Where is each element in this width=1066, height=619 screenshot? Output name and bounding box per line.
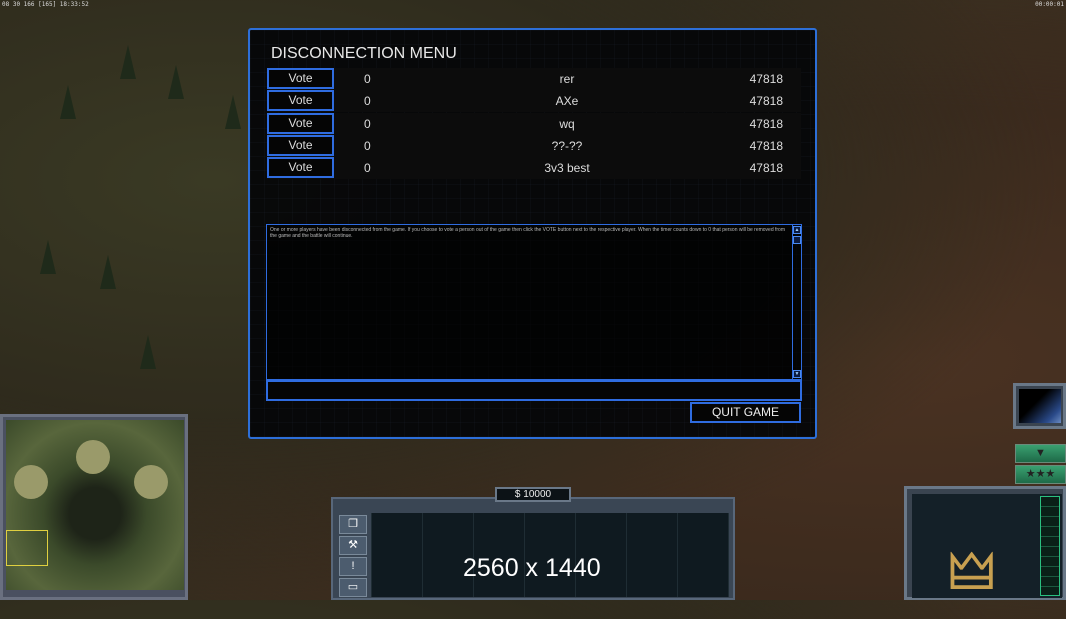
chat-input[interactable] [266,380,802,401]
quit-game-button[interactable]: QUIT GAME [690,402,801,423]
player-timeout: 47818 [749,138,783,153]
player-timeout: 47818 [749,116,783,131]
tree [120,45,136,79]
vote-count: 0 [364,72,371,86]
alert-icon[interactable]: ! [339,557,367,576]
windows-icon[interactable]: ❐ [339,515,367,534]
vote-button[interactable]: Vote [267,157,334,179]
disconnection-dialog: DISCONNECTION MENU Vote 0 rer 47818 Vote … [248,28,817,439]
tree [140,335,156,369]
vote-count: 0 [364,116,371,131]
minimap-viewport [6,530,48,566]
vote-count: 0 [364,94,371,109]
superweapon-portrait[interactable] [1013,383,1066,429]
scroll-thumb[interactable] [793,236,801,244]
vote-count: 0 [364,161,371,176]
general-emblem-area: 🜲 [912,494,1062,601]
vote-button[interactable]: Vote [267,134,334,156]
minimap-base [76,440,110,474]
resolution-overlay: 2560 x 1440 [463,554,601,582]
vote-count: 0 [364,138,371,153]
player-row: Vote 0 AXe 47818 [267,90,801,113]
player-row: Vote 0 wq 47818 [267,112,801,135]
player-name: ??-?? [551,138,583,153]
wrench-icon[interactable]: ⚒ [339,536,367,555]
dialog-title: DISCONNECTION MENU [271,45,457,62]
tree [60,85,76,119]
player-row: Vote 0 rer 47818 [267,68,801,90]
vote-button[interactable]: Vote [267,90,334,112]
tree [225,95,241,129]
scroll-up-button[interactable]: ▲ [793,226,801,234]
minimap-base [134,465,168,499]
player-name: wq [559,116,575,131]
scrollbar[interactable]: ▲ ▼ [792,225,801,379]
player-name: AXe [555,94,579,109]
scroll-down-button[interactable]: ▼ [793,370,801,378]
player-timeout: 47818 [749,161,783,176]
tree [40,240,56,274]
satellite-icon [1019,389,1061,423]
sign-icon[interactable]: ▭ [339,578,367,597]
command-bar: ❐ ⚒ ! ▭ 2560 x 1440 [331,497,735,600]
player-row: Vote 0 3v3 best 47818 [267,157,801,180]
vote-button[interactable]: Vote [267,68,334,89]
general-panel: 🜲 [904,486,1066,601]
message-box: One or more players have been disconnect… [266,224,802,380]
general-stars-button[interactable]: ★★★ [1015,465,1066,484]
tree [168,65,184,99]
player-timeout: 47818 [749,94,783,109]
money-display: $ 10000 [495,487,571,502]
vote-button[interactable]: Vote [267,112,334,134]
tree [100,255,116,289]
player-row: Vote 0 ??-?? 47818 [267,134,801,157]
power-meter [1040,496,1060,596]
message-text: One or more players have been disconnect… [270,227,786,239]
minimap[interactable] [0,414,188,600]
player-timeout: 47818 [749,72,783,86]
minimap-base [14,465,48,499]
game-timer: 00:00:01 [1035,1,1064,8]
player-name: rer [559,72,575,86]
command-grid[interactable] [371,513,729,597]
collapse-arrow-button[interactable]: ▼ [1015,444,1066,463]
winged-emblem-icon: 🜲 [948,543,996,601]
fps-clock-readout: 08 30 166 [165] 18:33:52 [2,1,89,8]
player-name: 3v3 best [544,161,590,176]
minimap-terrain[interactable] [6,420,184,590]
